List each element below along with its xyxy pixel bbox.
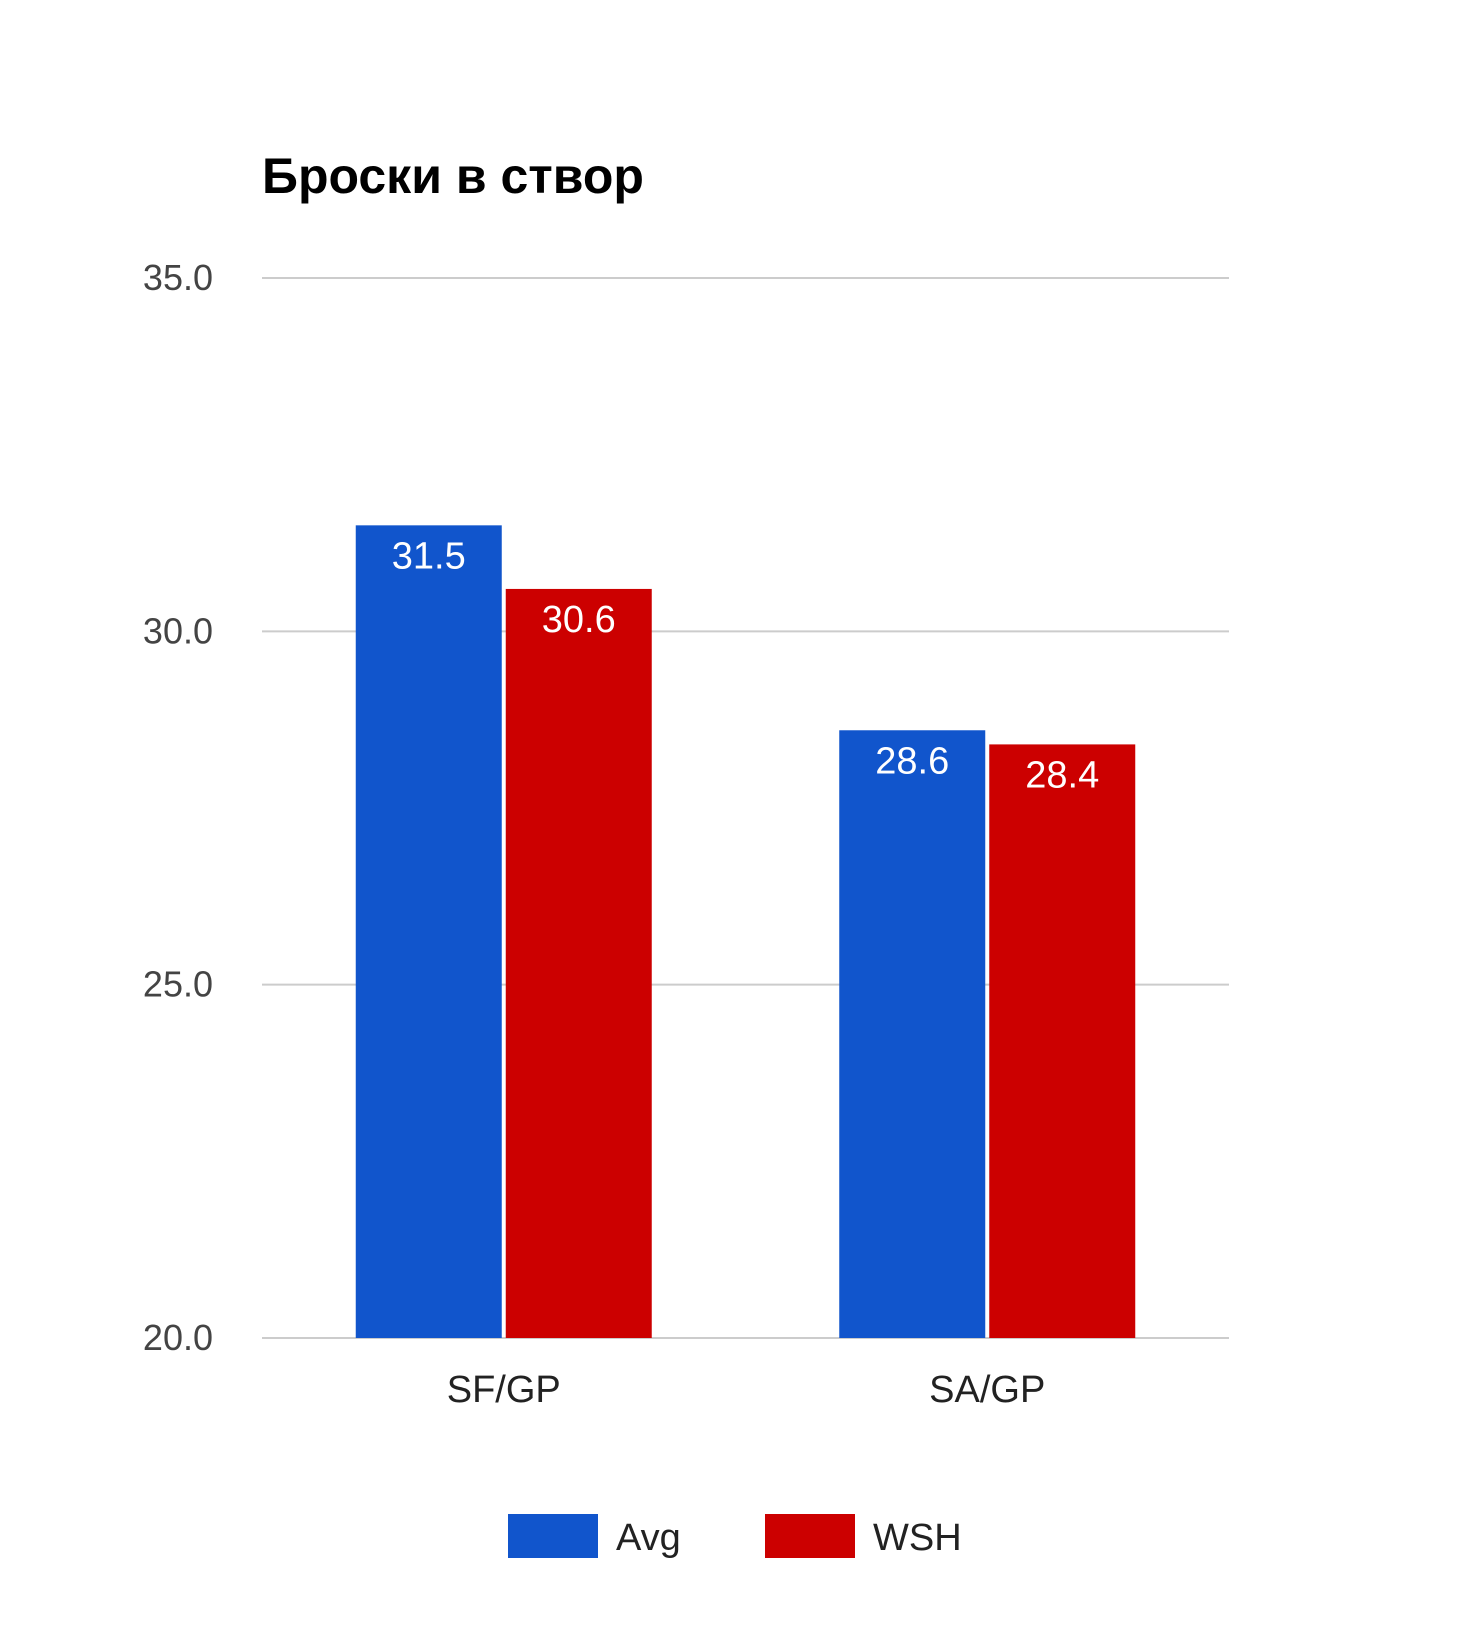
y-tick-label: 25.0 — [143, 964, 213, 1005]
data-label: 28.4 — [1025, 754, 1099, 796]
legend-label: WSH — [873, 1517, 962, 1559]
y-tick-label: 30.0 — [143, 610, 213, 651]
legend-swatch-avg — [508, 1514, 598, 1558]
bar-wsh-sa-gp — [989, 744, 1136, 1338]
x-tick-label: SA/GP — [929, 1369, 1045, 1411]
bar-wsh-sf-gp — [505, 588, 652, 1338]
data-label: 31.5 — [392, 535, 466, 577]
data-label: 28.6 — [875, 740, 949, 782]
bar-avg-sa-gp — [839, 730, 986, 1338]
data-label: 30.6 — [542, 599, 616, 641]
y-tick-label: 20.0 — [143, 1317, 213, 1358]
bar-avg-sf-gp — [355, 525, 502, 1338]
legend-swatch-wsh — [765, 1514, 855, 1558]
chart-title: Броски в створ — [262, 148, 644, 204]
legend-label: Avg — [616, 1517, 681, 1559]
y-tick-label: 35.0 — [143, 257, 213, 298]
x-tick-label: SF/GP — [447, 1369, 561, 1411]
